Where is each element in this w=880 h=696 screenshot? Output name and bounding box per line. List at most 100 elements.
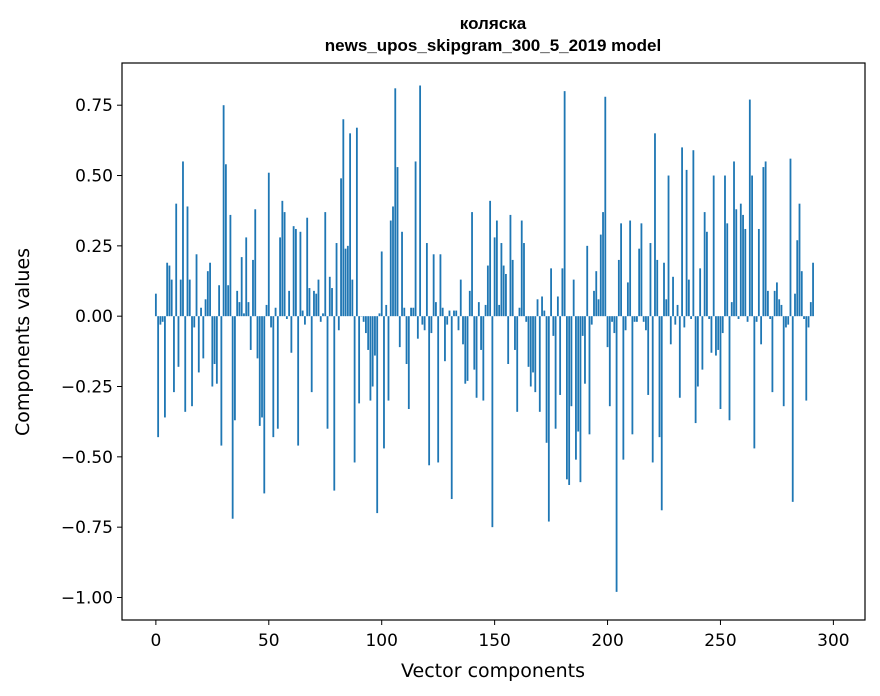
bar	[288, 290, 291, 317]
bar	[640, 223, 643, 317]
bar	[730, 302, 733, 317]
x-tick-label: 200	[591, 631, 623, 651]
bar	[518, 307, 521, 317]
bar	[355, 127, 358, 317]
bar	[719, 316, 722, 410]
bar	[672, 276, 674, 317]
bar	[398, 316, 401, 348]
bar	[599, 234, 602, 317]
bar	[405, 316, 408, 364]
bar	[322, 313, 324, 317]
bar	[274, 307, 277, 317]
bar	[575, 316, 577, 460]
bar	[182, 161, 184, 317]
bar	[231, 316, 234, 519]
bar	[342, 119, 345, 317]
bar	[565, 316, 568, 480]
bar	[520, 220, 523, 317]
bar	[654, 133, 656, 317]
bar	[195, 254, 198, 317]
bar	[563, 91, 566, 317]
bar	[211, 316, 214, 387]
y-tick-label: −0.75	[61, 518, 113, 538]
bar	[511, 259, 514, 317]
bar	[798, 203, 801, 317]
bar	[245, 237, 248, 317]
bar	[769, 316, 772, 319]
bar	[412, 307, 415, 317]
bar	[306, 217, 309, 317]
bar	[780, 304, 783, 317]
bar	[663, 262, 665, 317]
bar	[572, 279, 575, 317]
bar	[267, 172, 270, 317]
bar	[803, 316, 805, 319]
bar	[536, 299, 539, 317]
bar	[590, 316, 593, 325]
bar	[281, 200, 284, 317]
bar	[525, 316, 528, 322]
bar	[222, 105, 225, 317]
bar	[629, 220, 632, 317]
bar	[500, 243, 503, 317]
chart-subtitle: news_upos_skipgram_300_5_2019 model	[325, 36, 661, 55]
bar	[184, 316, 187, 412]
bar	[477, 302, 480, 317]
y-tick-label: 0.00	[75, 307, 113, 327]
bar	[247, 302, 250, 317]
bar	[353, 316, 356, 463]
bar	[416, 316, 419, 339]
bar	[703, 212, 706, 317]
bar	[209, 262, 211, 317]
x-axis-label: Vector components	[401, 660, 585, 682]
bar	[597, 299, 600, 317]
bar	[498, 304, 501, 317]
bar	[556, 296, 559, 317]
bar	[733, 161, 735, 317]
bar	[782, 316, 785, 407]
bar	[559, 316, 562, 395]
bar	[712, 175, 715, 317]
bar	[489, 200, 492, 317]
bar	[188, 279, 191, 317]
bar	[407, 316, 410, 410]
bar	[324, 212, 327, 317]
bar	[541, 296, 543, 317]
bar	[157, 316, 160, 438]
bar	[414, 161, 417, 317]
bar	[362, 316, 365, 322]
bar	[186, 206, 189, 317]
y-tick-label: 0.25	[75, 237, 113, 257]
bar	[331, 288, 333, 317]
bar	[403, 307, 406, 317]
bar	[778, 299, 781, 317]
bar	[419, 85, 422, 317]
bar	[606, 316, 609, 348]
bar	[218, 285, 221, 317]
bar	[234, 316, 236, 421]
bar	[450, 316, 453, 500]
bar	[568, 316, 571, 485]
bar	[678, 316, 681, 398]
bar	[577, 316, 580, 432]
bar	[191, 316, 193, 407]
bar	[256, 316, 259, 359]
bar	[471, 212, 473, 317]
bar	[669, 316, 672, 345]
bar	[604, 96, 607, 317]
plot-area-frame	[121, 62, 866, 621]
y-tick-label: −0.25	[61, 378, 113, 398]
bar	[681, 147, 683, 317]
bar	[389, 220, 392, 317]
bar	[514, 316, 516, 350]
bar	[579, 316, 582, 483]
bar	[475, 316, 478, 398]
bar	[333, 316, 336, 491]
bar	[622, 316, 625, 460]
bar	[493, 237, 496, 317]
bar	[674, 316, 677, 325]
bar	[376, 316, 379, 514]
bar	[317, 279, 320, 317]
bar	[175, 203, 178, 317]
bar	[170, 279, 173, 317]
